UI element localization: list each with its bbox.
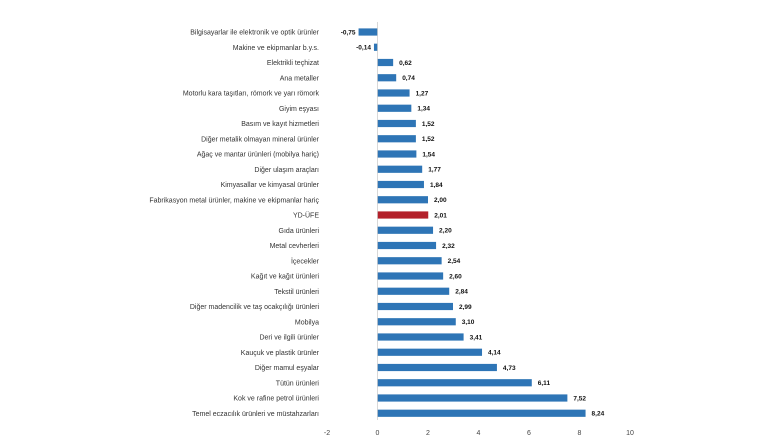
data-label: 2,00 [434, 197, 447, 204]
bar [377, 150, 417, 158]
bar [377, 196, 428, 204]
category-label: Giyim eşyası [279, 106, 319, 113]
data-label: 2,32 [442, 243, 455, 250]
data-label: 1,52 [422, 136, 435, 143]
data-label: 2,99 [459, 304, 472, 311]
bar [377, 89, 410, 97]
bar [377, 180, 424, 189]
category-label: Deri ve ilgili ürünler [259, 335, 319, 342]
category-label: Diğer ulaşım araçları [254, 167, 319, 174]
bar [377, 58, 394, 67]
bar [377, 348, 483, 356]
x-tick-label: 2 [426, 430, 430, 437]
bar [377, 287, 450, 295]
category-label: Kauçuk ve plastik ürünler [241, 350, 320, 357]
data-label: -0,14 [356, 45, 371, 52]
category-label: Ana metaller [280, 75, 320, 82]
category-label: Ağaç ve mantar ürünleri (mobilya hariç) [197, 152, 319, 159]
data-label: 2,60 [449, 273, 462, 280]
bar [377, 333, 464, 341]
category-label: Diğer metalik olmayan mineral ürünler [201, 136, 320, 143]
data-label: 4,14 [488, 350, 501, 357]
bar [377, 363, 497, 372]
category-label: Kağıt ve kağıt ürünleri [251, 274, 320, 281]
data-label: 4,73 [503, 365, 516, 372]
category-label: Temel eczacılık ürünleri ve müstahzarlar… [192, 411, 319, 418]
bar [377, 165, 423, 173]
category-label: Fabrikasyon metal ürünler, makine ve eki… [149, 197, 319, 204]
category-label: Motorlu kara taşıtları, römork ve yarı r… [183, 91, 320, 98]
bar [377, 104, 412, 112]
bar [373, 43, 378, 51]
category-label: Diğer madencilik ve taş ocakçılığı ürünl… [190, 304, 320, 311]
category-label: Elektrikli teçhizat [267, 60, 319, 67]
data-label: 3,10 [462, 319, 475, 326]
category-label: Makine ve ekipmanlar b.y.s. [233, 45, 319, 52]
category-label: Kimyasallar ve kimyasal ürünler [221, 182, 320, 189]
category-label: Bilgisayarlar ile elektronik ve optik ür… [190, 30, 319, 37]
x-tick-label: 4 [477, 430, 481, 437]
x-tick-label: 0 [376, 430, 380, 437]
value-labels-layer: -0,75 -0,14 0,62 0,74 1,27 1,34 1,52 1,52 1,54 1,… [341, 29, 605, 417]
data-label: 1,34 [417, 106, 430, 113]
x-tick-label: -2 [324, 430, 330, 437]
data-label: 1,52 [422, 121, 435, 128]
data-label: 2,01 [434, 212, 447, 219]
bars-layer [358, 28, 586, 417]
bar [377, 257, 442, 265]
data-label: 1,77 [428, 167, 441, 174]
x-tick-label: 8 [578, 430, 582, 437]
bar [377, 272, 444, 280]
bar [377, 302, 453, 311]
category-label: Mobilya [295, 319, 319, 326]
data-label: 6,11 [538, 380, 551, 387]
data-label: 0,62 [399, 60, 412, 67]
data-label: 7,52 [573, 395, 586, 402]
category-label: Metal cevherleri [270, 243, 320, 250]
category-label: Diğer mamul eşyalar [255, 365, 320, 372]
data-label: -0,75 [341, 29, 356, 36]
bar [377, 379, 532, 387]
bar [377, 409, 586, 417]
data-label: 1,84 [430, 182, 443, 189]
bar-highlight [377, 211, 429, 219]
bar [377, 226, 434, 234]
bar [358, 28, 378, 36]
bar [377, 119, 416, 128]
data-label: 2,20 [439, 228, 452, 235]
data-label: 1,54 [422, 151, 435, 158]
category-label: İçecekler [291, 256, 320, 265]
data-label: 3,41 [470, 334, 483, 341]
category-label: Tütün ürünleri [276, 380, 320, 387]
x-axis: -2 0 2 4 6 8 10 [324, 22, 634, 437]
bar [377, 241, 437, 250]
data-label: 8,24 [592, 411, 605, 418]
data-label: 1,27 [416, 90, 429, 97]
category-label: Basım ve kayıt hizmetleri [241, 121, 319, 128]
category-label: Tekstil ürünleri [274, 289, 319, 296]
bar [377, 394, 568, 402]
data-label: 2,84 [455, 289, 468, 296]
data-label: 0,74 [402, 75, 415, 82]
x-tick-label: 6 [527, 430, 531, 437]
category-labels-layer: Bilgisayarlar ile elektronik ve optik ür… [149, 30, 319, 418]
bar [377, 135, 416, 143]
bar [377, 74, 397, 82]
bar [377, 318, 456, 326]
category-label: Kok ve rafine petrol ürünleri [233, 396, 319, 403]
x-tick-label: 10 [626, 430, 634, 437]
data-label: 2,54 [448, 258, 461, 265]
category-label: YD-ÜFE [293, 212, 319, 220]
category-label: Gıda ürünleri [279, 228, 320, 235]
